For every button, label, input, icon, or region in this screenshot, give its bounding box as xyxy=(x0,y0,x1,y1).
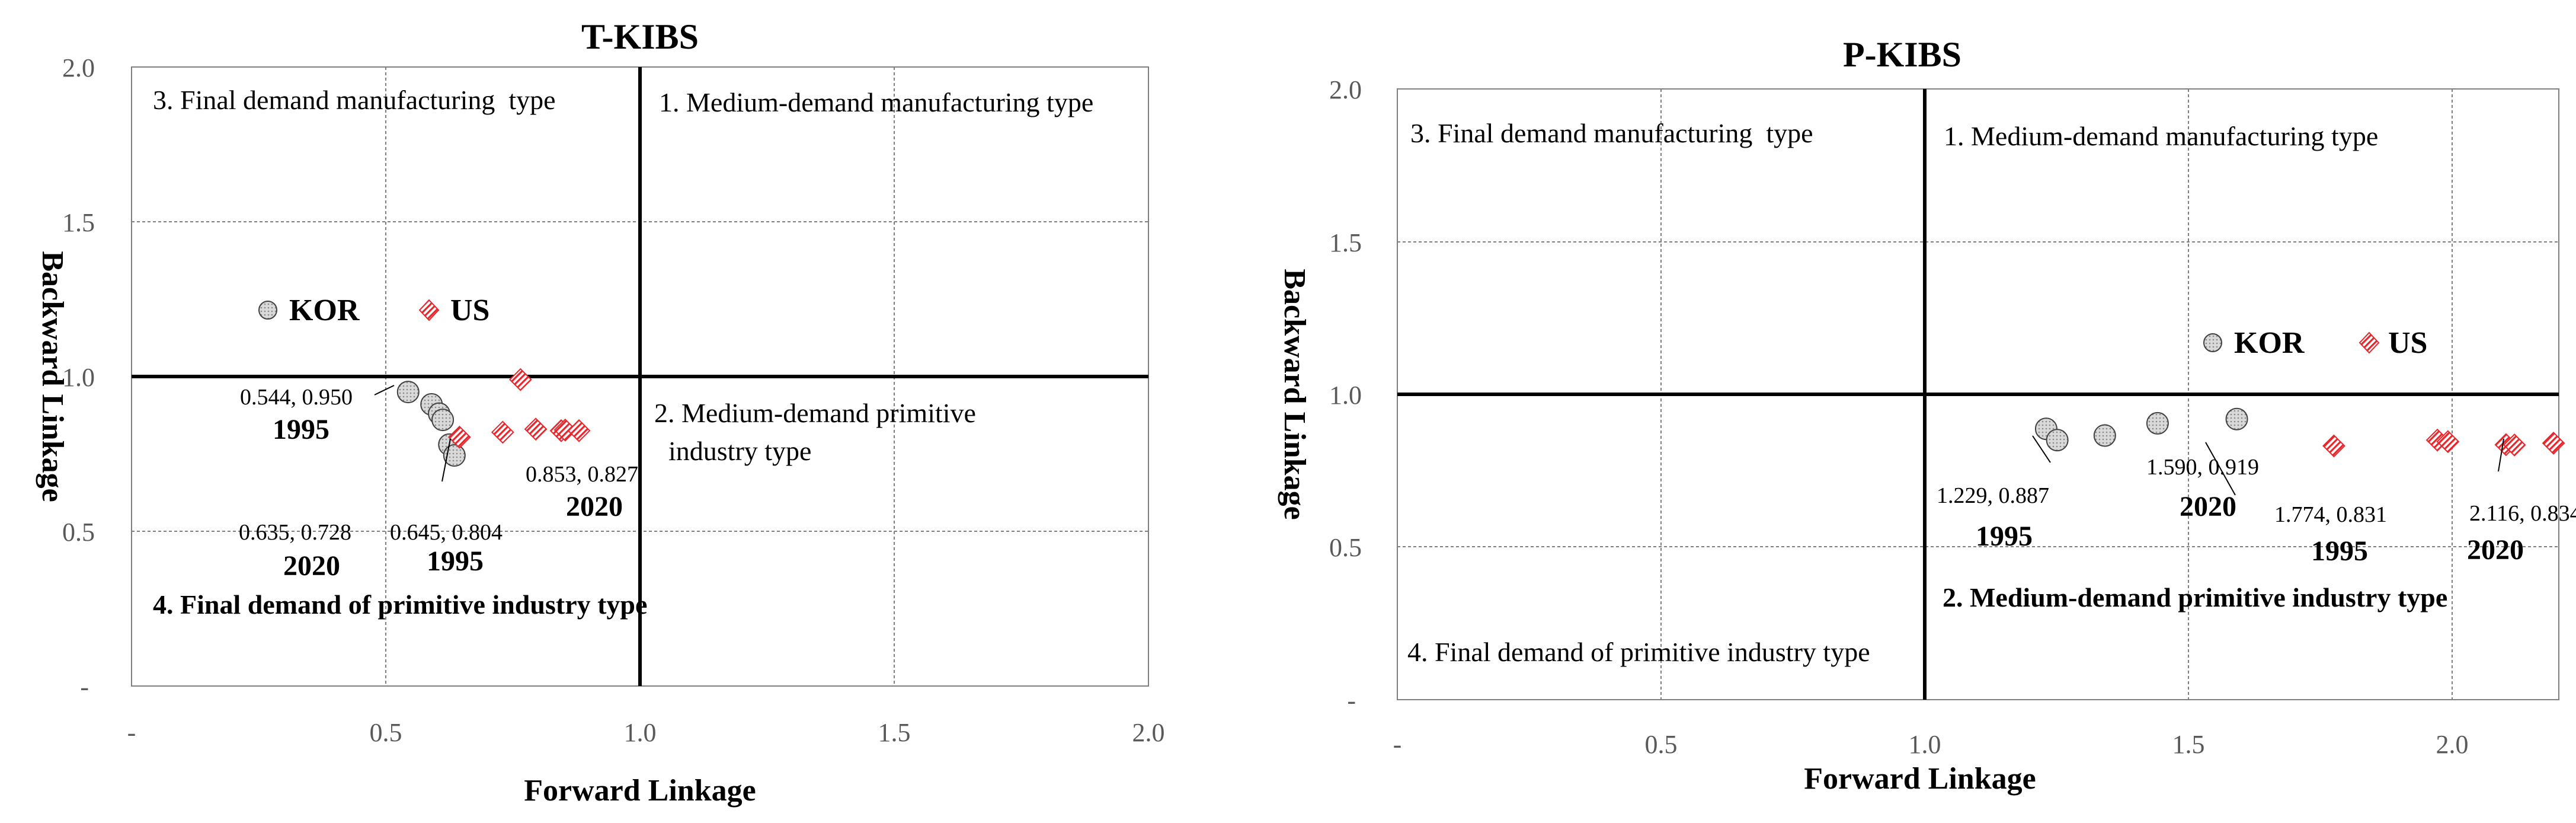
annotation-value: 0.645, 0.804 xyxy=(390,520,503,545)
x-tick-label: 2.0 xyxy=(2436,730,2469,759)
x-tick-label: 1.0 xyxy=(1909,730,1941,759)
data-point-us xyxy=(2542,431,2565,455)
annotation-value: 0.544, 0.950 xyxy=(240,385,353,410)
y-tick-label: 0.5 xyxy=(62,518,95,547)
legend-marker-kor xyxy=(258,301,277,320)
annotation-year: 2020 xyxy=(2180,491,2236,522)
annotation-value: 1.229, 0.887 xyxy=(1937,483,2049,508)
quadrant-label-2: 2. Medium-demand primitive industry type xyxy=(654,398,976,466)
chart-p-kibs: P-KIBS Forward Linkage Backward Linkage … xyxy=(1278,35,2576,796)
x-axis-label: Forward Linkage xyxy=(1804,762,2036,796)
quadrant-label-2-line2: industry type xyxy=(668,436,811,466)
annotation-year: 2020 xyxy=(566,491,623,522)
plot-area-t-kibs xyxy=(131,66,1149,687)
legend-label-us: US xyxy=(450,294,489,327)
quadrant-label-2-line1: 2. Medium-demand primitive xyxy=(654,398,976,428)
data-point-us xyxy=(2436,430,2460,454)
data-point-us xyxy=(567,419,591,442)
y-axis-label: Backward Linkage xyxy=(1278,269,1311,519)
x-axis-label: Forward Linkage xyxy=(524,774,756,808)
legend-marker-kor xyxy=(2203,333,2222,352)
quadrant-label-1: 1. Medium-demand manufacturing type xyxy=(1944,121,2378,151)
data-point-kor xyxy=(431,409,455,432)
legend-marker-us xyxy=(2359,331,2380,354)
data-marks xyxy=(396,368,591,467)
y-tick-label: 1.5 xyxy=(62,208,95,237)
annotation-year: 1995 xyxy=(427,546,484,577)
data-point-kor xyxy=(443,444,466,467)
quadrant-label-4: 4. Final demand of primitive industry ty… xyxy=(153,589,647,620)
annotation-value: 1.590, 0.919 xyxy=(2146,455,2259,480)
quadrant-label-2: 2. Medium-demand primitive industry type xyxy=(1943,582,2447,613)
data-point-us xyxy=(491,420,514,444)
y-tick-label: - xyxy=(80,672,89,701)
data-point-us xyxy=(2322,434,2345,458)
chart-title: T-KIBS xyxy=(581,17,699,56)
y-tick-label: 1.5 xyxy=(1329,228,1362,257)
data-point-kor xyxy=(396,381,420,404)
data-point-kor xyxy=(2093,424,2116,447)
y-tick-label: 2.0 xyxy=(1329,75,1362,104)
annotation-value: 0.853, 0.827 xyxy=(526,462,638,487)
data-point-us xyxy=(447,425,471,449)
quadrant-label-1: 1. Medium-demand manufacturing type xyxy=(659,87,1093,117)
chart-t-kibs: T-KIBS Forward Linkage Backward Linkage … xyxy=(36,17,1165,808)
chart-title: P-KIBS xyxy=(1843,35,1961,74)
y-tick-label: 2.0 xyxy=(62,53,95,82)
quadrant-label-3: 3. Final demand manufacturing type xyxy=(153,85,556,115)
legend-marker-us xyxy=(418,299,440,321)
quadrant-label-3: 3. Final demand manufacturing type xyxy=(1410,118,1813,148)
legend: KOR US xyxy=(258,294,489,327)
legend-label-us: US xyxy=(2388,326,2427,360)
annotation-year: 1995 xyxy=(2311,535,2368,567)
x-tick-label: 1.0 xyxy=(624,718,657,747)
data-point-kor xyxy=(2225,407,2248,430)
y-tick-label: 1.0 xyxy=(1329,381,1362,410)
annotations: 0.544, 0.950 1995 0.635, 0.728 2020 0.64… xyxy=(239,385,638,582)
x-tick-label: 2.0 xyxy=(1132,718,1165,747)
annotation-value: 0.635, 0.728 xyxy=(239,520,351,545)
quadrant-label-4: 4. Final demand of primitive industry ty… xyxy=(1407,637,1870,667)
plot-area-p-kibs xyxy=(1397,88,2559,700)
x-tick-label: 0.5 xyxy=(370,718,402,747)
legend: KOR US xyxy=(2203,326,2427,360)
annotation-value: 2.116, 0.834 xyxy=(2469,501,2576,526)
y-tick-labels: 2.0 1.5 1.0 0.5 - xyxy=(1329,75,1362,715)
annotation-value: 1.774, 0.831 xyxy=(2274,502,2387,527)
leader-lines xyxy=(374,385,451,482)
leader-lines xyxy=(2032,435,2504,496)
quadrant-labels: 3. Final demand manufacturing type 1. Me… xyxy=(153,85,1093,620)
x-tick-label: 0.5 xyxy=(1645,730,1678,759)
data-point-kor xyxy=(2046,429,2069,452)
y-tick-label: 1.0 xyxy=(62,363,95,392)
data-point-kor xyxy=(2146,412,2169,435)
annotation-year: 2020 xyxy=(2467,534,2524,566)
annotation-year: 1995 xyxy=(1976,521,2033,552)
annotation-year: 1995 xyxy=(273,414,329,445)
legend-label-kor: KOR xyxy=(289,294,360,327)
annotation-year: 2020 xyxy=(283,550,340,582)
data-point-us xyxy=(508,368,532,391)
y-axis-label: Backward Linkage xyxy=(36,251,69,502)
x-tick-label: 1.5 xyxy=(878,718,911,747)
y-tick-label: 0.5 xyxy=(1329,533,1362,562)
annotations: 1.229, 0.887 1995 1.590, 0.919 2020 1.77… xyxy=(1937,455,2576,567)
quadrant-labels: 3. Final demand manufacturing type 1. Me… xyxy=(1407,118,2447,667)
y-tick-labels: 2.0 1.5 1.0 0.5 - xyxy=(62,53,95,701)
x-tick-label: - xyxy=(127,718,136,747)
x-tick-labels: - 0.5 1.0 1.5 2.0 xyxy=(1393,730,2469,759)
y-tick-label: - xyxy=(1347,686,1356,715)
legend-label-kor: KOR xyxy=(2234,326,2305,360)
data-marks xyxy=(2034,407,2565,458)
data-point-us xyxy=(2503,433,2526,457)
data-point-us xyxy=(524,417,548,441)
x-tick-label: 1.5 xyxy=(2172,730,2205,759)
x-tick-label: - xyxy=(1393,730,1402,759)
x-tick-labels: - 0.5 1.0 1.5 2.0 xyxy=(127,718,1165,747)
